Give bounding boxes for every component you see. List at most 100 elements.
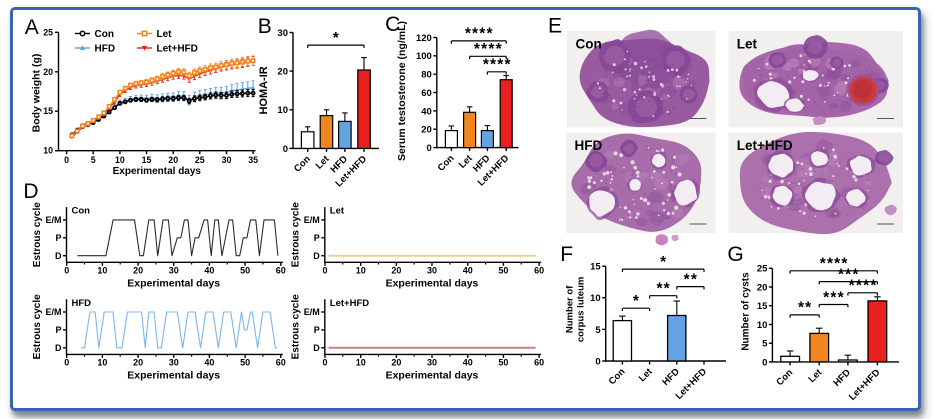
svg-text:Let: Let (637, 366, 655, 384)
svg-text:Body weight (g): Body weight (g) (31, 54, 43, 133)
svg-text:HFD: HFD (95, 44, 116, 55)
svg-text:****: **** (820, 256, 849, 273)
svg-text:10: 10 (115, 155, 125, 165)
svg-text:40: 40 (463, 357, 473, 367)
svg-text:Con: Con (576, 37, 602, 52)
svg-text:HFD: HFD (72, 298, 92, 309)
svg-text:40: 40 (204, 357, 214, 367)
svg-text:*: * (660, 254, 667, 271)
svg-text:**: ** (798, 300, 812, 317)
svg-text:Let+HFD: Let+HFD (157, 44, 198, 55)
svg-text:Estrous cycle: Estrous cycle (32, 294, 43, 359)
svg-text:HFD: HFD (575, 138, 603, 153)
svg-text:D: D (55, 343, 62, 353)
svg-text:60: 60 (534, 265, 544, 275)
svg-text:***: *** (823, 289, 845, 306)
svg-text:E/M: E/M (304, 215, 320, 225)
svg-text:Let+HFD: Let+HFD (737, 138, 793, 153)
svg-text:0: 0 (595, 356, 600, 367)
svg-text:10: 10 (97, 357, 107, 367)
svg-text:10: 10 (97, 265, 107, 275)
svg-text:120: 120 (416, 33, 432, 44)
svg-text:25: 25 (43, 27, 53, 37)
svg-text:60: 60 (276, 265, 286, 275)
svg-text:E/M: E/M (304, 307, 320, 317)
svg-text:0: 0 (322, 265, 327, 275)
svg-text:Let+HFD: Let+HFD (847, 367, 883, 403)
svg-text:0: 0 (322, 357, 327, 367)
svg-text:10: 10 (277, 105, 288, 116)
svg-text:25: 25 (195, 155, 205, 165)
svg-text:*: * (333, 30, 340, 47)
svg-text:Experimental days: Experimental days (127, 369, 220, 381)
svg-text:P: P (55, 233, 61, 243)
svg-text:5: 5 (91, 155, 96, 165)
svg-text:Con: Con (95, 29, 114, 40)
svg-text:****: **** (483, 57, 512, 74)
svg-text:Con: Con (607, 366, 628, 387)
svg-text:Number of: Number of (565, 285, 576, 333)
svg-text:E/M: E/M (45, 215, 61, 225)
svg-text:5: 5 (595, 325, 601, 336)
svg-text:20: 20 (391, 357, 401, 367)
svg-text:HFD: HFD (831, 367, 853, 389)
svg-text:D: D (55, 251, 62, 261)
svg-text:50: 50 (240, 265, 250, 275)
svg-text:0: 0 (64, 357, 69, 367)
svg-text:15: 15 (43, 106, 53, 116)
svg-text:E: E (548, 15, 562, 38)
svg-text:40: 40 (421, 106, 432, 117)
svg-text:60: 60 (421, 88, 432, 99)
svg-text:HFD: HFD (660, 366, 682, 388)
svg-text:**: ** (684, 271, 698, 288)
svg-text:P: P (314, 325, 320, 335)
svg-text:Con: Con (774, 367, 795, 388)
svg-text:10: 10 (757, 320, 768, 331)
svg-text:Experimental days: Experimental days (386, 277, 479, 289)
svg-text:G: G (727, 243, 743, 266)
svg-text:D: D (313, 251, 320, 261)
svg-text:100: 100 (416, 51, 432, 62)
svg-text:30: 30 (169, 357, 179, 367)
svg-text:20: 20 (757, 282, 768, 293)
svg-text:Number of cysts: Number of cysts (741, 272, 752, 351)
svg-text:0: 0 (64, 265, 69, 275)
svg-text:****: **** (474, 41, 503, 58)
svg-text:Let+HFD: Let+HFD (330, 298, 369, 309)
svg-text:10: 10 (590, 293, 601, 304)
svg-text:0: 0 (427, 143, 432, 154)
svg-text:20: 20 (43, 67, 53, 77)
svg-text:P: P (314, 233, 320, 243)
svg-text:E/M: E/M (45, 307, 61, 317)
svg-text:20: 20 (277, 67, 288, 78)
svg-text:35: 35 (248, 155, 258, 165)
svg-text:50: 50 (240, 357, 250, 367)
svg-text:50: 50 (498, 357, 508, 367)
svg-text:0: 0 (283, 144, 288, 155)
svg-text:D: D (313, 343, 320, 353)
svg-text:15: 15 (757, 301, 768, 312)
svg-text:30: 30 (427, 265, 437, 275)
svg-text:Estrous cycle: Estrous cycle (32, 202, 43, 267)
svg-text:15: 15 (590, 262, 601, 273)
svg-text:40: 40 (463, 265, 473, 275)
svg-text:Let: Let (737, 37, 758, 52)
svg-text:A: A (25, 16, 39, 39)
svg-text:20: 20 (133, 357, 143, 367)
svg-text:20: 20 (133, 265, 143, 275)
svg-text:**: ** (656, 281, 670, 298)
svg-text:Con: Con (292, 154, 313, 175)
svg-text:20: 20 (421, 125, 432, 136)
svg-text:Con: Con (436, 153, 457, 174)
svg-text:D: D (23, 180, 38, 203)
svg-text:15: 15 (142, 155, 152, 165)
svg-text:F: F (560, 243, 573, 266)
svg-text:****: **** (465, 26, 494, 43)
svg-text:5: 5 (762, 339, 768, 350)
svg-text:Experimental days: Experimental days (127, 277, 220, 289)
svg-text:Estrous cycle: Estrous cycle (290, 294, 301, 359)
svg-text:*: * (633, 293, 640, 310)
svg-text:50: 50 (498, 265, 508, 275)
svg-text:60: 60 (276, 357, 286, 367)
svg-text:10: 10 (43, 146, 53, 156)
